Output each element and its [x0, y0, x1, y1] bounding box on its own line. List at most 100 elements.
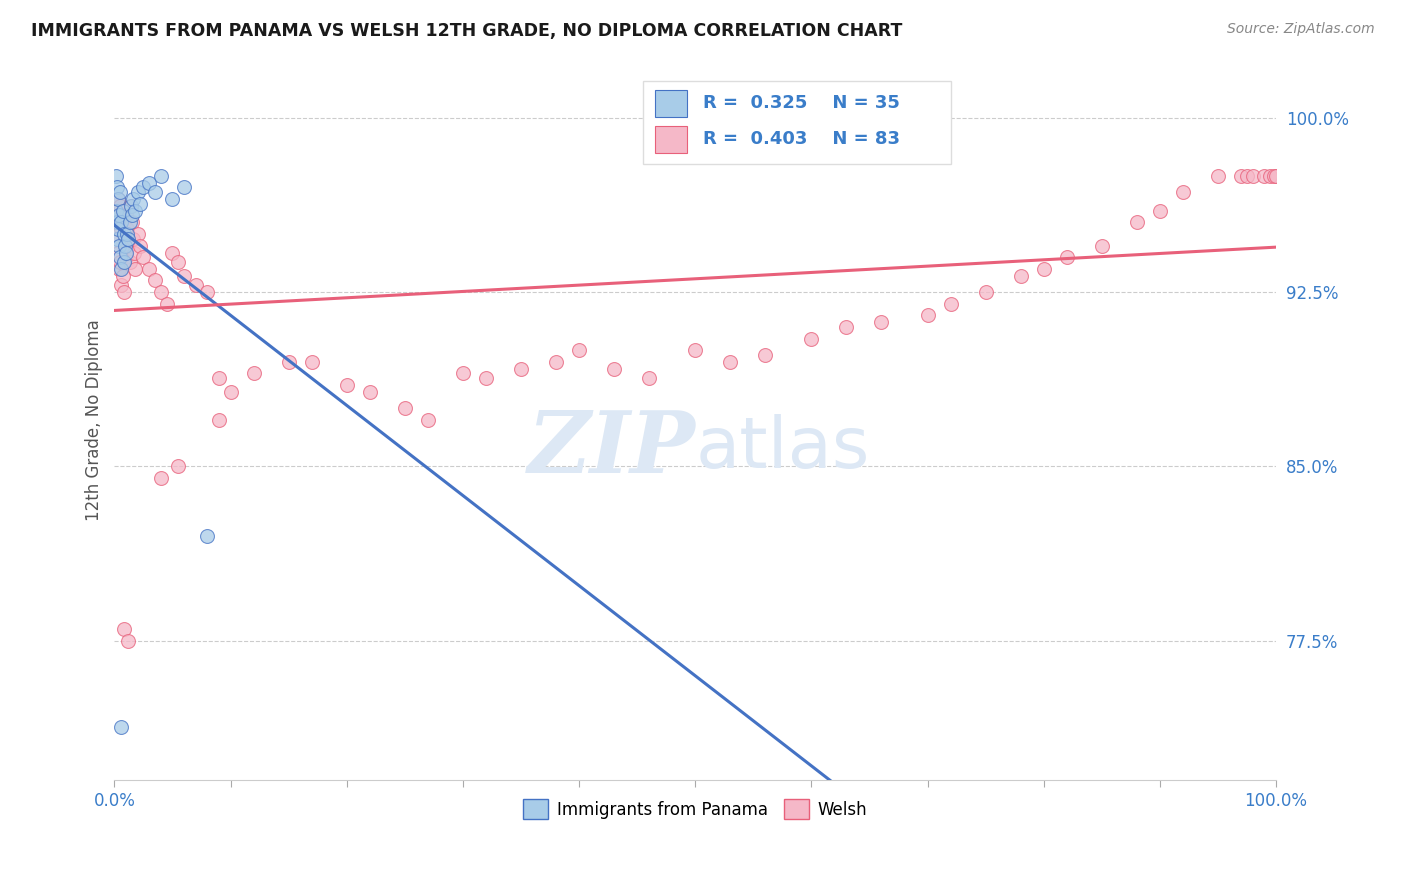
- Point: [835, 320, 858, 334]
- Point: [111, 203, 134, 218]
- Text: Source: ZipAtlas.com: Source: ZipAtlas.com: [1227, 22, 1375, 37]
- Point: [104, 203, 127, 218]
- Point: [475, 371, 498, 385]
- Point: [107, 192, 129, 206]
- Point: [107, 245, 129, 260]
- Text: R =  0.325    N = 35: R = 0.325 N = 35: [703, 94, 900, 112]
- Point: [138, 261, 160, 276]
- Point: [114, 238, 136, 252]
- Point: [118, 215, 141, 229]
- Point: [110, 261, 132, 276]
- Point: [122, 192, 145, 206]
- Point: [115, 222, 138, 236]
- FancyBboxPatch shape: [655, 126, 688, 153]
- Y-axis label: 12th Grade, No Diploma: 12th Grade, No Diploma: [86, 319, 103, 521]
- Point: [121, 208, 143, 222]
- Point: [127, 185, 149, 199]
- Point: [1265, 169, 1288, 183]
- Point: [1206, 169, 1229, 183]
- Point: [1125, 215, 1147, 229]
- Point: [167, 459, 190, 474]
- Point: [149, 285, 172, 299]
- Point: [121, 215, 143, 229]
- Point: [1230, 169, 1253, 183]
- Point: [359, 385, 381, 400]
- Point: [754, 348, 776, 362]
- Point: [122, 245, 145, 260]
- Point: [173, 180, 195, 194]
- Point: [138, 176, 160, 190]
- Point: [1253, 169, 1275, 183]
- Point: [108, 238, 131, 252]
- Point: [115, 227, 138, 241]
- Point: [105, 232, 128, 246]
- Point: [107, 192, 129, 206]
- Point: [110, 720, 132, 734]
- Point: [124, 203, 146, 218]
- FancyBboxPatch shape: [655, 90, 688, 117]
- Point: [208, 371, 231, 385]
- Point: [110, 255, 132, 269]
- Point: [1032, 261, 1054, 276]
- Point: [115, 245, 138, 260]
- Point: [111, 203, 134, 218]
- Point: [800, 332, 823, 346]
- Point: [1091, 238, 1114, 252]
- Point: [167, 255, 190, 269]
- Point: [394, 401, 416, 416]
- Point: [108, 208, 131, 222]
- Point: [870, 315, 893, 329]
- Point: [1241, 169, 1264, 183]
- Text: ZIP: ZIP: [527, 407, 695, 491]
- Point: [143, 273, 166, 287]
- Point: [115, 208, 138, 222]
- Point: [114, 232, 136, 246]
- Point: [105, 232, 128, 246]
- Point: [603, 361, 626, 376]
- Point: [1149, 203, 1171, 218]
- Point: [112, 255, 135, 269]
- Point: [173, 268, 195, 283]
- Point: [162, 245, 184, 260]
- Point: [336, 378, 359, 392]
- Point: [718, 355, 741, 369]
- Point: [1236, 169, 1258, 183]
- Point: [143, 185, 166, 199]
- Point: [162, 192, 184, 206]
- Point: [110, 278, 132, 293]
- Point: [416, 413, 439, 427]
- Point: [939, 296, 962, 310]
- Point: [110, 222, 132, 236]
- Point: [301, 355, 323, 369]
- Point: [149, 471, 172, 485]
- Point: [117, 232, 139, 246]
- Point: [1056, 250, 1078, 264]
- Point: [104, 169, 127, 183]
- Point: [112, 215, 135, 229]
- Point: [184, 278, 207, 293]
- Point: [129, 196, 152, 211]
- FancyBboxPatch shape: [643, 81, 950, 164]
- Point: [105, 180, 128, 194]
- Point: [117, 633, 139, 648]
- Point: [510, 361, 533, 376]
- Point: [112, 285, 135, 299]
- Point: [111, 268, 134, 283]
- Legend: Immigrants from Panama, Welsh: Immigrants from Panama, Welsh: [516, 792, 875, 826]
- Point: [1258, 169, 1281, 183]
- Point: [108, 208, 131, 222]
- Point: [112, 622, 135, 636]
- Point: [219, 385, 242, 400]
- Point: [118, 255, 141, 269]
- Text: R =  0.403    N = 83: R = 0.403 N = 83: [703, 130, 900, 148]
- Point: [277, 355, 299, 369]
- Point: [115, 250, 138, 264]
- Point: [104, 203, 127, 218]
- Point: [195, 285, 218, 299]
- Text: IMMIGRANTS FROM PANAMA VS WELSH 12TH GRADE, NO DIPLOMA CORRELATION CHART: IMMIGRANTS FROM PANAMA VS WELSH 12TH GRA…: [31, 22, 903, 40]
- Point: [917, 309, 939, 323]
- Point: [127, 227, 149, 241]
- Point: [124, 261, 146, 276]
- Point: [974, 285, 997, 299]
- Point: [105, 215, 128, 229]
